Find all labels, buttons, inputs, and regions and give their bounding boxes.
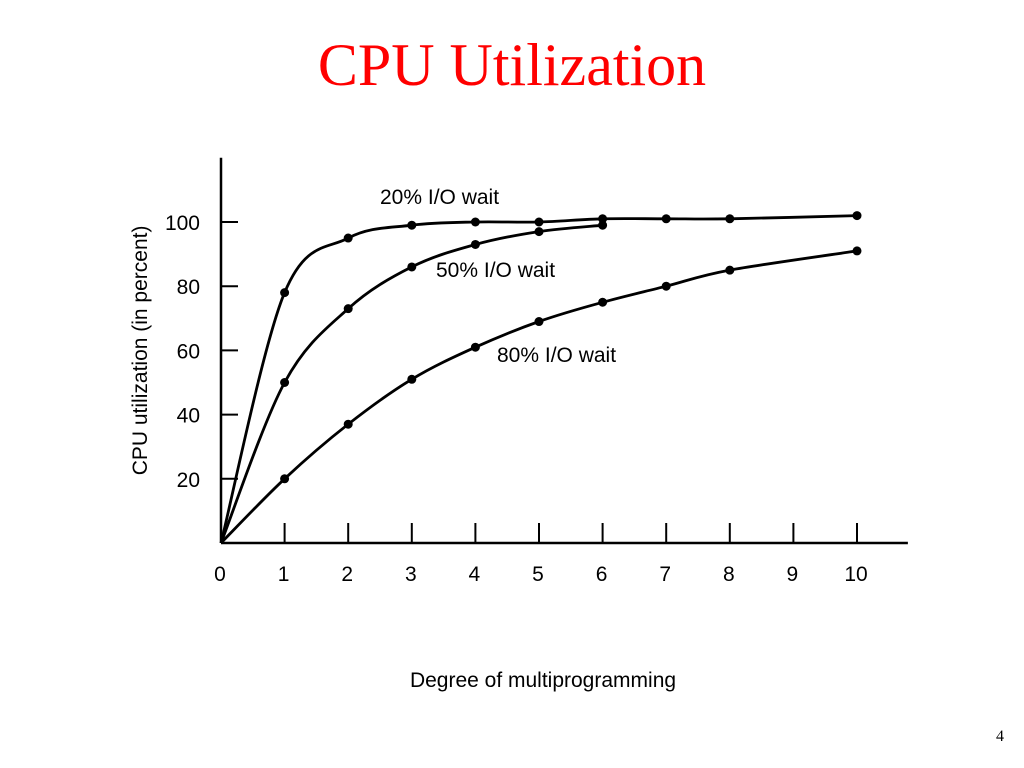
x-tick-label: 10: [844, 563, 867, 586]
data-point: [407, 374, 417, 384]
y-ticks: 20 40 60 80 100: [165, 212, 238, 492]
data-point: [470, 342, 480, 352]
series-label: 50% I/O wait: [436, 259, 555, 282]
data-point: [725, 214, 735, 224]
y-axis-title: CPU utilization (in percent): [129, 226, 152, 476]
page-number: 4: [996, 728, 1004, 745]
data-point: [280, 378, 290, 387]
data-point: [661, 214, 671, 224]
data-point: [343, 304, 353, 314]
x-tick-label: 3: [405, 563, 417, 586]
data-point: [534, 217, 544, 227]
data-point: [598, 220, 608, 230]
x-tick-label: 9: [787, 563, 799, 586]
data-point: [725, 265, 735, 275]
y-tick-label: 40: [177, 405, 200, 428]
x-tick-label: 0: [214, 563, 226, 586]
series-1: 20% I/O wait: [219, 186, 862, 544]
y-tick-label: 60: [177, 340, 200, 363]
data-point: [534, 227, 544, 237]
x-tick-label: 1: [278, 563, 290, 586]
data-point: [852, 246, 862, 256]
data-point: [343, 233, 353, 243]
data-point: [407, 262, 417, 272]
data-point: [598, 214, 608, 224]
x-tick-label: 2: [341, 563, 353, 586]
x-ticks: 0 1 2 3 4 5 6 7 8 9 10: [214, 523, 868, 586]
x-tick-label: 5: [532, 563, 544, 586]
series-line: [219, 223, 603, 544]
y-tick-label: 100: [165, 212, 200, 235]
y-tick-label: 20: [177, 469, 200, 492]
x-tick-label: 7: [659, 563, 671, 586]
data-point: [534, 317, 544, 327]
x-tick-label: 4: [469, 563, 481, 586]
slide-title: CPU Utilization: [317, 32, 707, 98]
data-point: [598, 297, 608, 307]
data-point: [407, 220, 417, 230]
x-tick-label: 6: [596, 563, 608, 586]
series-label: 80% I/O wait: [497, 344, 616, 367]
data-point: [470, 217, 480, 227]
data-point: [661, 281, 671, 291]
series-group: 20% I/O wait 50% I/O wait 80% I/O wait: [219, 186, 862, 544]
x-axis-title: Degree of multiprogramming: [409, 669, 677, 692]
series-line: [220, 249, 858, 544]
series-label: 20% I/O wait: [380, 186, 499, 209]
data-point: [852, 211, 862, 221]
series-3: 80% I/O wait: [220, 246, 862, 544]
x-tick-label: 8: [723, 563, 735, 586]
y-tick-label: 80: [177, 276, 200, 299]
series-2: 50% I/O wait: [219, 220, 608, 544]
data-point: [280, 288, 290, 298]
data-point: [470, 239, 480, 249]
data-point: [343, 419, 353, 429]
data-point: [280, 474, 290, 484]
